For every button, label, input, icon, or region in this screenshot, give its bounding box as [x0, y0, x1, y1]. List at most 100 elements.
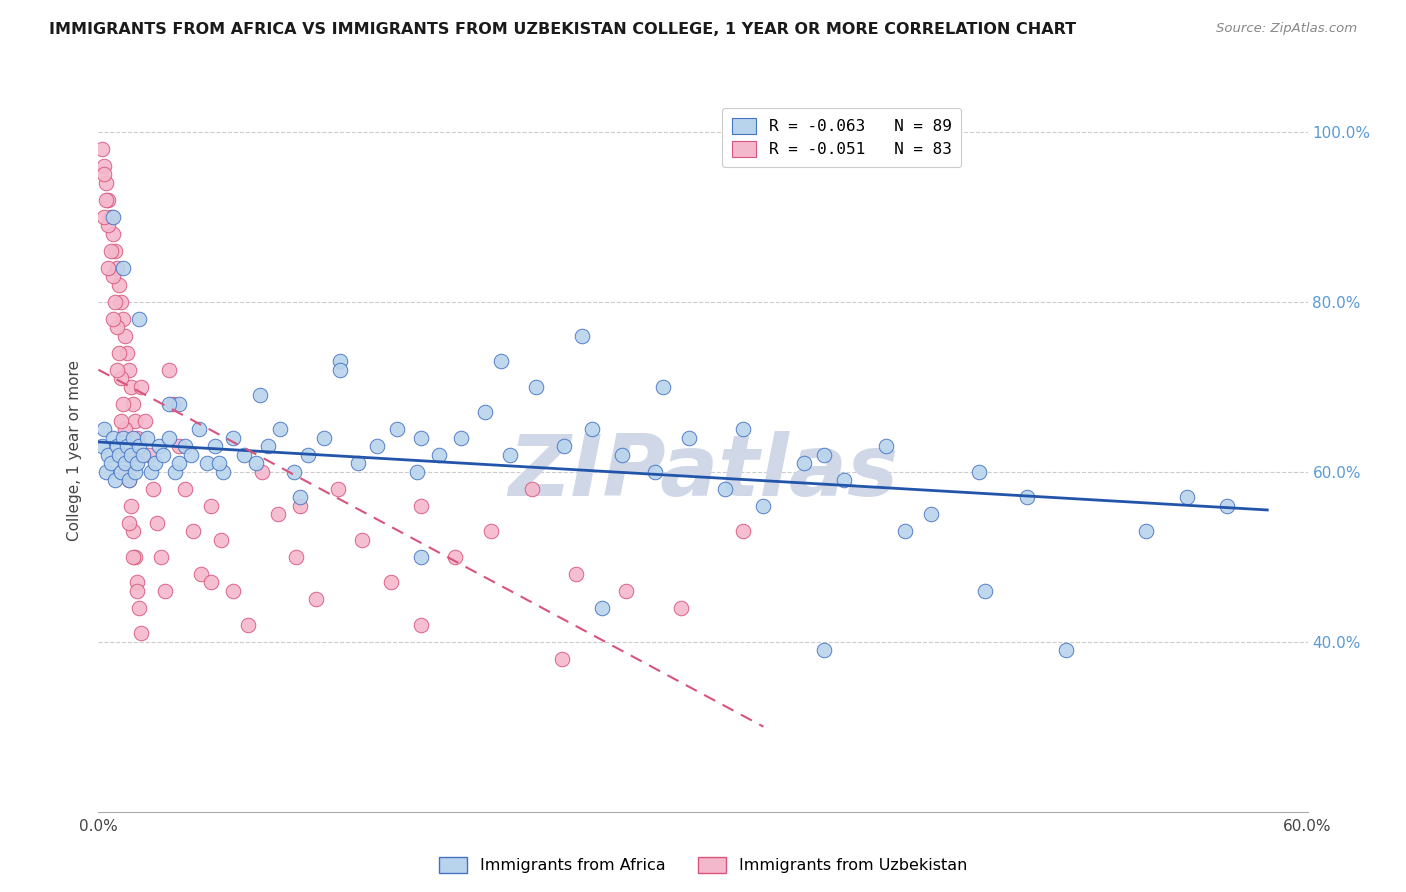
Point	[188, 422, 211, 436]
Point	[678, 431, 700, 445]
Point	[157, 362, 180, 376]
Point	[1054, 643, 1077, 657]
Point	[1216, 499, 1239, 513]
Point	[616, 583, 638, 598]
Point	[121, 524, 143, 539]
Point	[297, 448, 319, 462]
Point	[222, 583, 245, 598]
Point	[405, 465, 427, 479]
Point	[967, 465, 990, 479]
Point	[553, 439, 575, 453]
Point	[121, 549, 143, 564]
Point	[269, 422, 291, 436]
Point	[180, 448, 202, 462]
Point	[115, 345, 138, 359]
Point	[105, 260, 128, 275]
Point	[644, 465, 666, 479]
Point	[93, 159, 115, 173]
Point	[347, 456, 370, 470]
Point	[120, 499, 142, 513]
Point	[101, 311, 124, 326]
Point	[551, 651, 574, 665]
Point	[91, 439, 114, 453]
Point	[121, 431, 143, 445]
Point	[174, 482, 197, 496]
Point	[153, 583, 176, 598]
Point	[222, 431, 245, 445]
Point	[125, 583, 148, 598]
Point	[208, 456, 231, 470]
Point	[1135, 524, 1157, 539]
Point	[250, 465, 273, 479]
Point	[232, 448, 254, 462]
Point	[329, 362, 352, 376]
Point	[128, 600, 150, 615]
Point	[107, 448, 129, 462]
Point	[97, 218, 120, 232]
Point	[174, 439, 197, 453]
Point	[571, 328, 593, 343]
Point	[200, 575, 222, 590]
Point	[409, 499, 432, 513]
Point	[114, 456, 136, 470]
Point	[93, 422, 115, 436]
Point	[96, 176, 118, 190]
Point	[329, 354, 352, 368]
Point	[1017, 490, 1039, 504]
Point	[314, 431, 336, 445]
Point	[714, 482, 737, 496]
Point	[114, 465, 136, 479]
Text: Source: ZipAtlas.com: Source: ZipAtlas.com	[1216, 22, 1357, 36]
Point	[167, 397, 190, 411]
Point	[366, 439, 388, 453]
Point	[249, 388, 271, 402]
Point	[163, 465, 186, 479]
Point	[328, 482, 350, 496]
Point	[107, 345, 129, 359]
Point	[385, 422, 408, 436]
Point	[105, 362, 128, 376]
Text: IMMIGRANTS FROM AFRICA VS IMMIGRANTS FROM UZBEKISTAN COLLEGE, 1 YEAR OR MORE COR: IMMIGRANTS FROM AFRICA VS IMMIGRANTS FRO…	[49, 22, 1077, 37]
Point	[138, 448, 160, 462]
Point	[157, 397, 180, 411]
Point	[474, 405, 496, 419]
Legend: R = -0.063   N = 89, R = -0.051   N = 83: R = -0.063 N = 89, R = -0.051 N = 83	[723, 108, 962, 167]
Point	[91, 142, 114, 156]
Point	[101, 269, 124, 284]
Point	[305, 592, 328, 607]
Point	[128, 439, 150, 453]
Point	[114, 328, 136, 343]
Point	[105, 439, 128, 453]
Point	[120, 380, 142, 394]
Point	[148, 439, 170, 453]
Point	[380, 575, 402, 590]
Point	[591, 600, 613, 615]
Point	[146, 516, 169, 530]
Point	[813, 643, 835, 657]
Point	[105, 320, 128, 334]
Point	[118, 473, 141, 487]
Point	[100, 210, 122, 224]
Point	[152, 448, 174, 462]
Point	[118, 362, 141, 376]
Point	[101, 227, 124, 241]
Point	[212, 465, 235, 479]
Point	[167, 439, 190, 453]
Point	[450, 431, 472, 445]
Point	[793, 456, 815, 470]
Point	[110, 294, 132, 309]
Point	[124, 549, 146, 564]
Point	[120, 448, 142, 462]
Point	[288, 499, 311, 513]
Point	[288, 490, 311, 504]
Point	[124, 465, 146, 479]
Point	[209, 533, 232, 547]
Point	[100, 244, 122, 258]
Point	[752, 499, 775, 513]
Point	[103, 244, 125, 258]
Point	[651, 380, 673, 394]
Point	[128, 311, 150, 326]
Point	[129, 626, 152, 640]
Point	[157, 431, 180, 445]
Point	[195, 456, 218, 470]
